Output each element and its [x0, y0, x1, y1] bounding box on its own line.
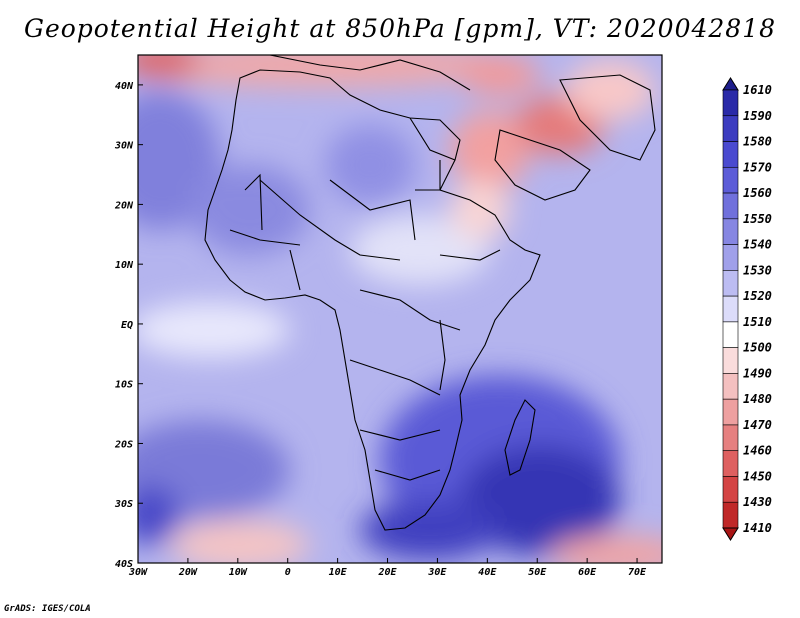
colorbar-segment [722, 141, 739, 168]
colorbar-segment [722, 89, 739, 117]
colorbar-segment [722, 424, 739, 452]
lon-tick-label: 10W [229, 567, 248, 578]
plot-frame [137, 54, 663, 564]
colorbar-segment [722, 166, 739, 194]
colorbar-label: 1590 [743, 109, 772, 123]
lon-tick-label: 20W [178, 567, 198, 578]
lat-tick-label: 40S [115, 559, 133, 570]
colorbar-segment [722, 398, 739, 426]
colorbar-segment [722, 244, 739, 271]
lon-tick-label: 30W [128, 567, 148, 578]
lat-tick-label: 30S [114, 499, 133, 510]
colorbar-segment [722, 450, 739, 477]
colorbar-segment [722, 501, 739, 529]
colorbar-segment [722, 321, 739, 348]
colorbar-segment [722, 270, 739, 297]
lat-tick-label: 20S [114, 439, 133, 450]
colorbar-label: 1550 [743, 212, 772, 226]
colorbar-label: 1430 [743, 495, 772, 509]
colorbar-top-arrow [722, 77, 739, 91]
colorbar-segment [722, 218, 739, 245]
lat-tick-label: 10N [115, 260, 134, 271]
colorbar-segment [722, 373, 739, 400]
colorbar-label: 1450 [743, 469, 772, 483]
colorbar-segment [722, 347, 739, 374]
colorbar-segment [722, 115, 739, 142]
colorbar-label: 1480 [743, 392, 772, 406]
colorbar-label: 1580 [743, 135, 772, 149]
lat-tick-label: 20N [114, 200, 134, 211]
colorbar-segment [722, 295, 739, 323]
colorbar-label: 1570 [743, 160, 772, 174]
lat-tick-label: 40N [115, 81, 134, 92]
lon-tick-label: 30E [427, 567, 447, 578]
lon-tick-label: 0 [285, 567, 291, 578]
colorbar-segment [722, 192, 739, 220]
colorbar-segment [722, 476, 739, 503]
lon-tick-label: 70E [628, 567, 647, 578]
colorbar-label: 1530 [743, 263, 772, 277]
colorbar-label: 1560 [743, 186, 772, 200]
lat-tick-label: 30N [114, 141, 134, 152]
colorbar-label: 1490 [743, 366, 772, 380]
colorbar-label: 1610 [743, 83, 772, 97]
colorbar-label: 1460 [743, 444, 772, 458]
colorbar-bottom-arrow [722, 527, 739, 541]
lon-tick-label: 40E [478, 567, 497, 578]
lon-tick-label: 60E [578, 567, 597, 578]
colorbar-label: 1540 [743, 238, 772, 252]
lat-tick-label: 10S [115, 380, 133, 391]
coastlines [204, 55, 656, 531]
lon-tick-label: 10E [329, 567, 348, 578]
colorbar-label: 1510 [743, 315, 772, 329]
height-field [138, 55, 662, 563]
lat-tick-label: EQ [121, 320, 133, 331]
colorbar-label: 1470 [743, 418, 772, 432]
lon-tick-label: 50E [528, 567, 547, 578]
colorbar-label: 1410 [743, 521, 772, 535]
colorbar-label: 1500 [743, 341, 772, 355]
map-title: Geopotential Height at 850hPa [gpm], VT:… [23, 14, 777, 43]
axis-ticks: 30W 20W 10W 0 10E 20E 30E 40E 50E 60E 70E 40N 30N 20N… [114, 81, 647, 578]
colorbar: 1610 1590 1580 1570 1560 1550 1540 1530 1520 1510… [722, 77, 772, 541]
grads-credit: GrADS: IGES/COLA [4, 604, 91, 614]
lon-tick-label: 20E [377, 567, 397, 578]
colorbar-label: 1520 [743, 289, 772, 303]
